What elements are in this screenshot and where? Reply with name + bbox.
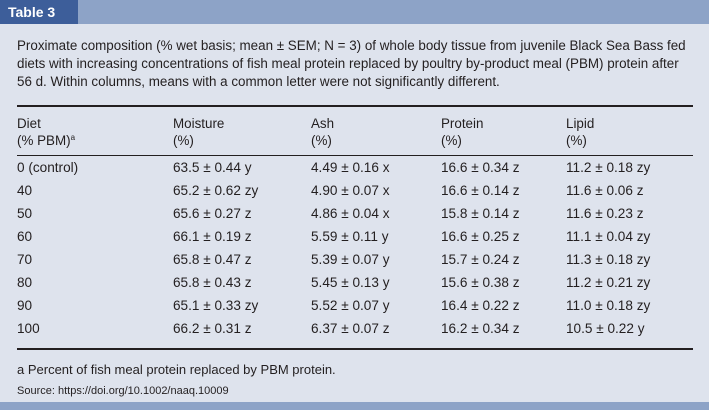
table-row: 50 65.6 ± 0.27 z 4.86 ± 0.04 x 15.8 ± 0.…: [0, 203, 709, 225]
cell-ash: 5.39 ± 0.07 y: [311, 252, 390, 267]
column-header-moisture: Moisture (%): [173, 115, 224, 149]
table-row: 0 (control) 63.5 ± 0.44 y 4.49 ± 0.16 x …: [0, 157, 709, 179]
cell-moisture: 65.6 ± 0.27 z: [173, 206, 252, 221]
table-row: 90 65.1 ± 0.33 zy 5.52 ± 0.07 y 16.4 ± 0…: [0, 295, 709, 317]
cell-ash: 5.59 ± 0.11 y: [311, 229, 389, 244]
footnote-text: Percent of fish meal protein replaced by…: [24, 362, 336, 377]
cell-ash: 5.52 ± 0.07 y: [311, 298, 390, 313]
table-row: 80 65.8 ± 0.43 z 5.45 ± 0.13 y 15.6 ± 0.…: [0, 272, 709, 294]
cell-protein: 16.4 ± 0.22 z: [441, 298, 520, 313]
table-row: 70 65.8 ± 0.47 z 5.39 ± 0.07 y 15.7 ± 0.…: [0, 249, 709, 271]
table-top-rule: [17, 105, 693, 107]
column-header-line1: Ash: [311, 116, 335, 131]
cell-diet: 80: [17, 275, 33, 290]
cell-lipid: 11.6 ± 0.06 z: [566, 183, 644, 198]
column-header-line1: Moisture: [173, 116, 225, 131]
cell-diet: 0 (control): [17, 160, 79, 175]
cell-lipid: 11.3 ± 0.18 zy: [566, 252, 651, 267]
source-citation: Source: https://doi.org/10.1002/naaq.100…: [17, 385, 229, 397]
cell-protein: 16.6 ± 0.25 z: [441, 229, 520, 244]
table-header-bar: Table 3: [0, 0, 709, 24]
cell-diet: 90: [17, 298, 33, 313]
cell-ash: 4.49 ± 0.16 x: [311, 160, 390, 175]
cell-protein: 16.6 ± 0.14 z: [441, 183, 520, 198]
cell-protein: 16.2 ± 0.34 z: [441, 321, 520, 336]
column-header-line2: (%): [173, 133, 194, 148]
column-header-line1: Lipid: [566, 116, 595, 131]
cell-diet: 40: [17, 183, 33, 198]
column-header-line1: Diet: [17, 116, 41, 131]
cell-lipid: 10.5 ± 0.22 y: [566, 321, 645, 336]
cell-moisture: 65.2 ± 0.62 zy: [173, 183, 259, 198]
cell-lipid: 11.1 ± 0.04 zy: [566, 229, 651, 244]
table-caption: Proximate composition (% wet basis; mean…: [17, 38, 686, 89]
table-row: 100 66.2 ± 0.31 z 6.37 ± 0.07 z 16.2 ± 0…: [0, 318, 709, 340]
table-footer-bar: [0, 402, 709, 410]
cell-diet: 70: [17, 252, 33, 267]
cell-diet: 50: [17, 206, 33, 221]
cell-ash: 4.86 ± 0.04 x: [311, 206, 390, 221]
cell-ash: 4.90 ± 0.07 x: [311, 183, 390, 198]
column-header-ash: Ash (%): [311, 115, 334, 149]
cell-ash: 6.37 ± 0.07 z: [311, 321, 390, 336]
cell-ash: 5.45 ± 0.13 y: [311, 275, 390, 290]
column-header-line2: (%): [566, 133, 587, 148]
cell-lipid: 11.0 ± 0.18 zy: [566, 298, 651, 313]
table-row: 40 65.2 ± 0.62 zy 4.90 ± 0.07 x 16.6 ± 0…: [0, 180, 709, 202]
cell-moisture: 66.1 ± 0.19 z: [173, 229, 252, 244]
table-label: Table 3: [0, 0, 78, 24]
cell-lipid: 11.2 ± 0.21 zy: [566, 275, 651, 290]
cell-protein: 16.6 ± 0.34 z: [441, 160, 520, 175]
cell-moisture: 63.5 ± 0.44 y: [173, 160, 252, 175]
cell-moisture: 66.2 ± 0.31 z: [173, 321, 252, 336]
table-row: 60 66.1 ± 0.19 z 5.59 ± 0.11 y 16.6 ± 0.…: [0, 226, 709, 248]
table-header-rule: [17, 155, 693, 156]
cell-moisture: 65.1 ± 0.33 zy: [173, 298, 259, 313]
cell-diet: 100: [17, 321, 40, 336]
column-header-diet: Diet (% PBM)a: [17, 115, 75, 149]
footnote-marker: a: [17, 362, 25, 377]
table-footnote: a Percent of fish meal protein replaced …: [17, 362, 336, 378]
column-header-protein: Protein (%): [441, 115, 483, 149]
table-bottom-rule: [17, 348, 693, 350]
cell-lipid: 11.6 ± 0.23 z: [566, 206, 644, 221]
cell-protein: 15.8 ± 0.14 z: [441, 206, 520, 221]
column-header-line2: (%): [311, 133, 332, 148]
cell-moisture: 65.8 ± 0.47 z: [173, 252, 252, 267]
cell-protein: 15.7 ± 0.24 z: [441, 252, 520, 267]
cell-diet: 60: [17, 229, 33, 244]
cell-protein: 15.6 ± 0.38 z: [441, 275, 520, 290]
column-header-line2: (%): [441, 133, 462, 148]
column-header-line1: Protein: [441, 116, 484, 131]
column-header-lipid: Lipid (%): [566, 115, 594, 149]
cell-lipid: 11.2 ± 0.18 zy: [566, 160, 651, 175]
cell-moisture: 65.8 ± 0.43 z: [173, 275, 252, 290]
column-header-line2: (% PBM): [17, 133, 71, 148]
footnote-marker: a: [70, 133, 76, 142]
